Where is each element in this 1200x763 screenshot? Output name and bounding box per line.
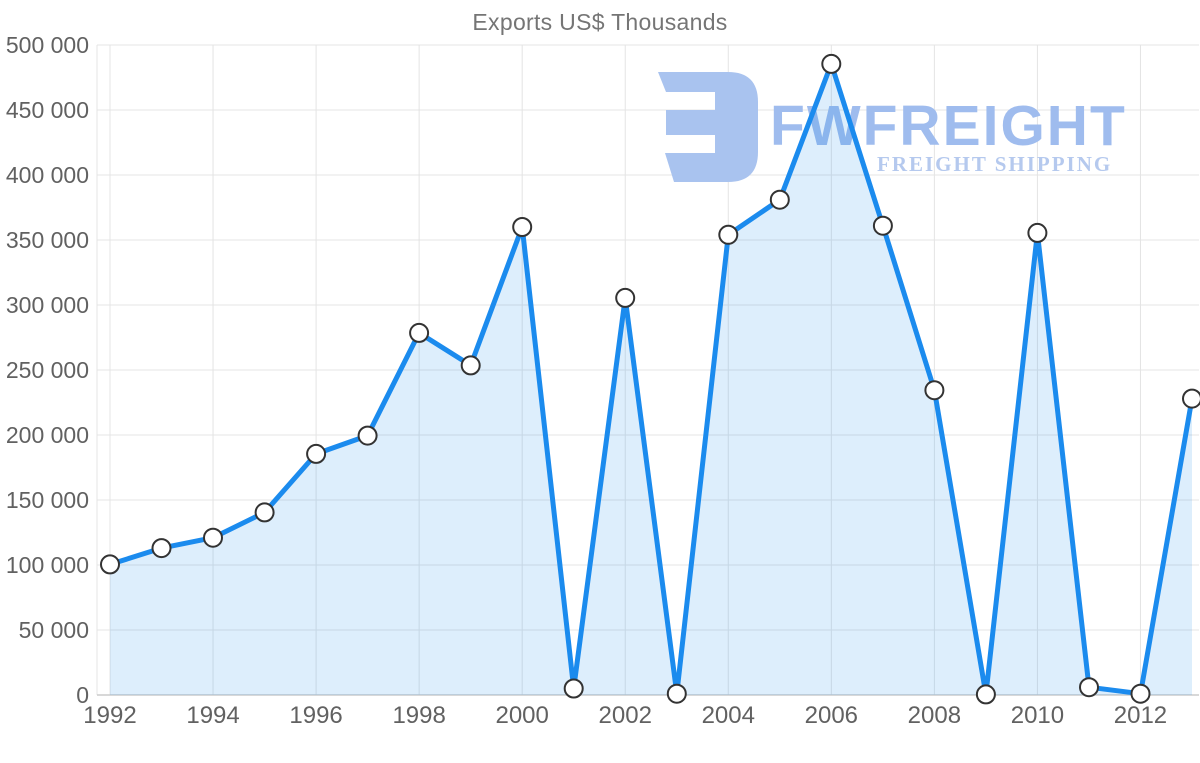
watermark-brand: FWFREIGHT: [770, 94, 1127, 158]
watermark-tagline: FREIGHT SHIPPING: [877, 152, 1113, 176]
chart-title: Exports US$ Thousands: [472, 9, 728, 35]
fwfreight-logo-icon: [658, 72, 758, 182]
